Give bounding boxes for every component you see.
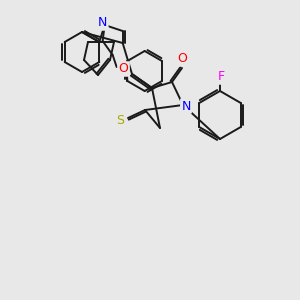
Text: O: O — [177, 52, 187, 65]
Text: N: N — [98, 16, 107, 29]
Text: O: O — [119, 62, 129, 76]
Text: F: F — [218, 70, 225, 83]
Text: N: N — [181, 100, 191, 112]
Text: H: H — [119, 63, 127, 73]
Text: S: S — [116, 113, 124, 127]
